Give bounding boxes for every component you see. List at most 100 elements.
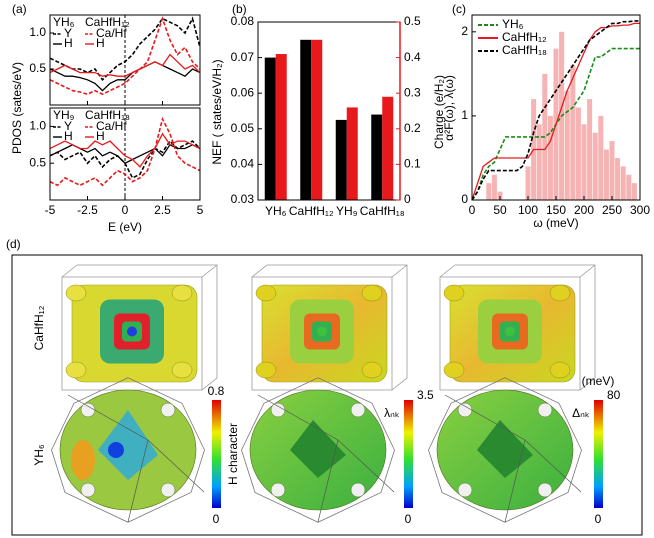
y-tick-label: 0.07 <box>231 50 255 64</box>
spectrum-bar <box>576 108 581 201</box>
panel-label: (a) <box>12 2 27 16</box>
y-tick-label: 0.5 <box>404 14 421 28</box>
y-axis-label: PDOS (sates/eV) <box>10 62 24 154</box>
y-tick-label: 0.5 <box>29 61 46 75</box>
y-tick-label: 1 <box>461 108 468 122</box>
colorbar-max: 3.5 <box>417 388 434 402</box>
fermi-pocket <box>362 362 382 378</box>
fermi-pocket <box>161 483 175 497</box>
figure: (a)0.51.0YH₆CaHfH₁₂YHCa/HfH-5-2.502.550.… <box>0 0 654 538</box>
panel-label: (d) <box>6 237 21 251</box>
spectrum-bar <box>537 124 542 200</box>
colorbar-min: 0 <box>213 512 220 526</box>
x-axis-label: ω (meV) <box>533 216 578 230</box>
page: {"chart_data": [ {"type": "line", "label… <box>0 0 654 538</box>
spectrum-bar <box>548 116 553 200</box>
colorbar-unit: (meV) <box>582 374 615 388</box>
spectrum-bar <box>593 133 598 200</box>
spectrum-bar <box>587 99 592 200</box>
fermi-surface-cube <box>252 265 407 390</box>
y-tick-label: 0.2 <box>404 121 421 135</box>
y-tick-label: 0 <box>404 192 411 206</box>
row-label: YH₆ <box>32 444 46 466</box>
fermi-pocket <box>81 483 95 497</box>
fermi-pocket <box>256 285 276 301</box>
legend-label: CaHfH₁₂ <box>502 30 547 44</box>
x-tick-label: 300 <box>630 203 650 217</box>
y-tick-label: 0.03 <box>231 192 255 206</box>
spectrum-bar <box>486 183 491 200</box>
bar <box>371 115 382 200</box>
fermi-sheet <box>108 442 124 458</box>
spectrum-bar <box>582 124 587 200</box>
spectrum-bar <box>632 183 637 200</box>
fermi-pocket <box>161 403 175 417</box>
fermi-sheet <box>127 327 137 337</box>
y-tick-label: 0.05 <box>231 121 255 135</box>
colorbar <box>404 400 413 508</box>
colorbar <box>212 400 221 508</box>
x-tick-label: YH₉ <box>336 204 358 218</box>
fermi-pocket <box>256 362 276 378</box>
bar <box>276 54 287 200</box>
y-tick-label: 2 <box>461 24 468 38</box>
x-tick-label: CaHfH₁₈ <box>360 204 405 218</box>
fermi-pocket <box>444 285 464 301</box>
colorbar-title: H character <box>226 423 240 485</box>
colorbar-title: Δₙₖ <box>572 406 590 420</box>
bar <box>336 120 347 200</box>
fermi-sheet <box>317 327 327 337</box>
x-tick-label: 200 <box>574 203 594 217</box>
fermi-pocket <box>538 483 552 497</box>
colorbar-max: 80 <box>607 388 621 402</box>
x-tick-label: 2.5 <box>154 203 171 217</box>
bar <box>347 107 358 200</box>
colorbar-title: λₙₖ <box>384 406 400 420</box>
legend-label: CaHfH₁₈ <box>502 43 547 57</box>
x-tick-label: 0 <box>469 203 476 217</box>
fermi-pocket <box>81 403 95 417</box>
y-tick-label: 0.04 <box>231 157 255 171</box>
fermi-pocket <box>458 483 472 497</box>
fermi-pocket <box>362 285 382 301</box>
y-tick-label: 0 <box>461 192 468 206</box>
x-tick-label: -2.5 <box>77 203 98 217</box>
x-tick-label: YH₆ <box>265 204 287 218</box>
y-tick-label: 0.4 <box>404 50 421 64</box>
panel-label: (c) <box>452 2 466 16</box>
fermi-pocket <box>172 362 192 378</box>
fermi-pocket <box>172 285 192 301</box>
y-tick-label: 0.1 <box>404 157 421 171</box>
spectrum-bar <box>526 166 531 200</box>
x-tick-label: 150 <box>546 203 566 217</box>
fermi-surface-cube <box>440 265 595 390</box>
colorbar-min: 0 <box>595 512 602 526</box>
fermi-surface-polyhedron <box>52 378 205 523</box>
fermi-surface-cube <box>62 265 217 390</box>
spectrum-bar <box>610 141 615 200</box>
legend-label: YH₆ <box>502 17 524 31</box>
colorbar-max: 0.8 <box>208 384 225 398</box>
bar <box>265 58 276 200</box>
legend-label: H <box>64 129 73 143</box>
x-tick-label: 250 <box>602 203 622 217</box>
y-tick-label: 0.5 <box>29 155 46 169</box>
legend-label: H <box>64 36 73 50</box>
fermi-sheet <box>71 440 95 480</box>
legend-label: H <box>96 36 105 50</box>
fermi-pocket <box>66 362 86 378</box>
spectrum-bar <box>621 166 626 200</box>
spectrum-bar <box>626 175 631 200</box>
bar <box>300 40 311 200</box>
fermi-pocket <box>351 403 365 417</box>
bar <box>311 40 322 200</box>
x-tick-label: 50 <box>493 203 507 217</box>
fermi-surface-polyhedron <box>242 378 395 523</box>
spectrum-bar <box>492 175 497 200</box>
y-tick-label: 1.0 <box>29 119 46 133</box>
fermi-pocket <box>444 362 464 378</box>
bar <box>382 97 393 200</box>
fermi-pocket <box>550 362 570 378</box>
fermi-pocket <box>550 285 570 301</box>
spectrum-bar <box>615 158 620 200</box>
